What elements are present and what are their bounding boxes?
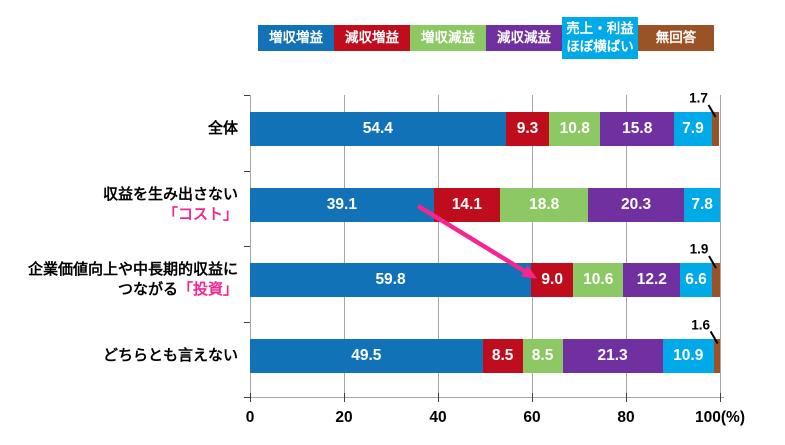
y-axis-tick <box>244 321 250 323</box>
bar-segment: 8.5 <box>482 338 523 373</box>
x-axis-tick <box>532 393 533 402</box>
gridline <box>720 95 721 397</box>
bar-segment: 10.9 <box>662 338 714 373</box>
x-axis-tick <box>250 393 251 402</box>
bar-segment: 18.8 <box>500 187 589 222</box>
bar-segment: 54.4 <box>250 112 506 146</box>
category-label: どちらとも言えない <box>2 345 238 365</box>
legend: 増収増益 減収増益 増収減益 減収減益 売上・利益 ほぼ横ばい 無回答 <box>258 17 714 60</box>
segment-value-label: 8.5 <box>531 346 554 364</box>
category-label-highlight: 「コスト」 <box>162 205 238 223</box>
segment-value-label: 9.3 <box>516 120 539 137</box>
legend-item-6: 無回答 <box>638 25 714 52</box>
y-axis-tick <box>244 170 250 172</box>
bar-segment: 59.8 <box>250 263 532 297</box>
bar-segment <box>713 338 720 373</box>
y-axis-tick <box>244 95 250 96</box>
bar-segment: 39.1 <box>250 187 434 222</box>
x-tick-label: 20 <box>335 409 353 426</box>
bar-segment: 21.3 <box>562 338 663 373</box>
gridline <box>250 95 251 397</box>
category-label: 収益を生み出さない 「コスト」 <box>2 184 238 225</box>
plot-area: 54.4 9.3 10.8 15.8 7.9 39.1 14.1 18.8 20.3 7.8 59.… <box>250 95 721 397</box>
bar-segment: 9.3 <box>505 112 550 146</box>
bar-row: 59.8 9.0 10.6 12.2 6.6 <box>250 263 720 297</box>
segment-value-label: 10.9 <box>673 346 704 364</box>
x-tick-label: 100(%) <box>695 409 745 426</box>
segment-value-label: 7.8 <box>691 195 713 213</box>
segment-value-label: 9.0 <box>541 271 563 288</box>
gridline <box>532 95 533 397</box>
category-label: 全体 <box>2 119 238 139</box>
legend-item-1: 増収増益 <box>258 25 334 52</box>
segment-value-label: 10.8 <box>559 120 590 137</box>
bar-segment: 49.5 <box>250 338 483 373</box>
bar-segment: 7.8 <box>683 187 720 222</box>
x-axis-tick <box>720 393 721 402</box>
legend-item-2: 減収増益 <box>334 25 410 52</box>
x-axis-tick <box>626 393 627 402</box>
category-label-text: 企業価値向上や中長期的収益に つながる <box>27 260 238 298</box>
x-tick-label: 60 <box>523 409 541 426</box>
bar-row: 49.5 8.5 8.5 21.3 10.9 <box>250 338 720 373</box>
callout-value-label: 1.6 <box>691 317 711 332</box>
segment-value-label: 39.1 <box>326 195 357 213</box>
legend-item-5: 売上・利益 ほぼ横ばい <box>562 17 638 60</box>
segment-value-label: 49.5 <box>351 346 382 364</box>
x-axis-tick <box>438 393 439 402</box>
category-label-text: どちらとも言えない <box>102 346 238 364</box>
x-tick-label: 80 <box>617 409 635 426</box>
callout-value-label: 1.9 <box>689 241 709 257</box>
bar-segment: 15.8 <box>600 112 675 146</box>
x-tick-label: 0 <box>245 409 255 426</box>
x-tick-label: 40 <box>429 409 447 426</box>
category-label-text: 全体 <box>207 119 238 137</box>
bar-segment: 14.1 <box>433 187 501 222</box>
bar-segment: 10.6 <box>573 263 624 297</box>
x-axis-tick <box>344 393 345 402</box>
segment-value-label: 8.5 <box>491 346 514 364</box>
segment-value-label: 59.8 <box>375 271 406 288</box>
segment-value-label: 18.8 <box>529 195 560 213</box>
legend-item-3: 増収減益 <box>410 25 486 52</box>
segment-value-label: 20.3 <box>621 195 652 213</box>
x-axis <box>248 393 724 402</box>
segment-value-label: 14.1 <box>451 195 482 213</box>
category-label-highlight: 「投資」 <box>177 281 238 298</box>
gridline <box>344 95 345 397</box>
segment-value-label: 12.2 <box>636 271 667 288</box>
gridline <box>626 95 627 397</box>
category-label-text: 収益を生み出さない <box>102 185 238 203</box>
segment-value-label: 7.9 <box>682 120 704 137</box>
bar-segment <box>711 112 720 146</box>
legend-item-4: 減収減益 <box>486 25 562 52</box>
segment-value-label: 54.4 <box>362 120 393 137</box>
callout-value-label: 1.7 <box>689 90 708 106</box>
segment-value-label: 21.3 <box>597 346 628 364</box>
bar-segment: 12.2 <box>623 263 681 297</box>
bar-segment: 20.3 <box>588 187 684 222</box>
category-label: 企業価値向上や中長期的収益に つながる「投資」 <box>2 260 238 301</box>
segment-value-label: 6.6 <box>685 271 707 288</box>
bar-segment: 9.0 <box>531 263 574 297</box>
segment-value-label: 15.8 <box>622 120 653 137</box>
category-labels: 全体 収益を生み出さない 「コスト」 企業価値向上や中長期的収益に つながる「投資」… <box>0 95 244 397</box>
bar-segment: 6.6 <box>680 263 712 297</box>
segment-value-label: 10.6 <box>583 271 614 288</box>
y-axis-tick <box>244 246 250 247</box>
bar-segment <box>711 263 720 297</box>
bar-segment: 10.8 <box>549 112 601 146</box>
bar-row: 54.4 9.3 10.8 15.8 7.9 <box>250 112 720 146</box>
bar-segment: 8.5 <box>522 338 563 373</box>
bar-segment: 7.9 <box>674 112 712 146</box>
y-axis-tick <box>244 397 250 398</box>
bar-row: 39.1 14.1 18.8 20.3 7.8 <box>250 187 720 222</box>
